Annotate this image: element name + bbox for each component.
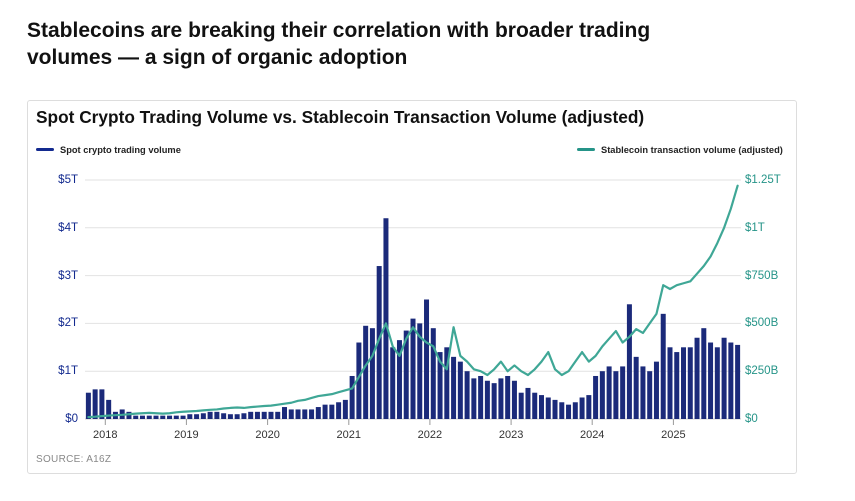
svg-text:2023: 2023	[499, 429, 523, 441]
svg-text:2020: 2020	[255, 429, 279, 441]
svg-text:2019: 2019	[174, 429, 198, 441]
svg-text:2018: 2018	[93, 429, 117, 441]
svg-text:2025: 2025	[661, 429, 685, 441]
svg-text:2021: 2021	[337, 429, 361, 441]
svg-text:2022: 2022	[418, 429, 442, 441]
svg-text:2024: 2024	[580, 429, 604, 441]
